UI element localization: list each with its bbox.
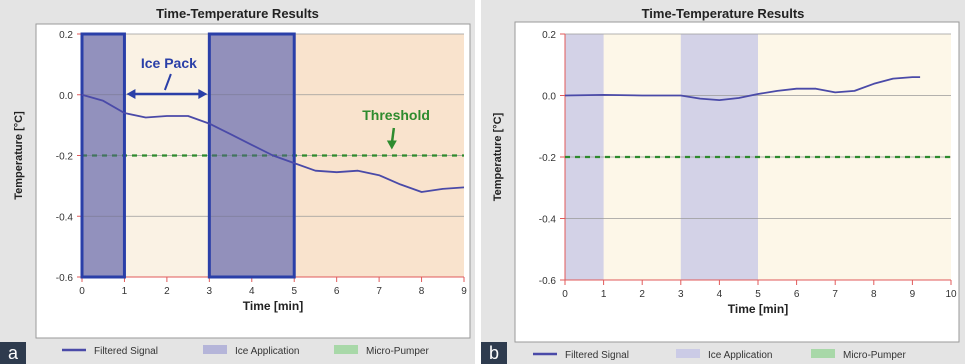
x-tick-label: 3 — [207, 286, 213, 297]
legend-swatch — [676, 349, 700, 358]
x-tick-label: 0 — [562, 289, 568, 300]
x-tick-label: 1 — [122, 286, 128, 297]
legend-label: Filtered Signal — [565, 350, 629, 361]
chart-panel-a: Time-Temperature Results 0 1 2 3 4 5 6 7 8 9 0.2 0.0… — [0, 0, 475, 364]
x-tick-label: 8 — [871, 289, 877, 300]
x-tick-label: 4 — [717, 289, 723, 300]
x-tick-label: 2 — [639, 289, 645, 300]
y-tick-label: 0.0 — [542, 92, 556, 103]
x-tick-label: 4 — [249, 286, 255, 297]
x-tick-label: 5 — [755, 289, 761, 300]
x-tick-label: 8 — [419, 286, 425, 297]
chart-title: Time-Temperature Results — [156, 6, 319, 21]
x-tick-label: 5 — [291, 286, 297, 297]
x-tick-label: 0 — [79, 286, 85, 297]
y-tick-label: 0.0 — [59, 91, 73, 102]
panel-label-b: b — [481, 342, 507, 364]
ice-pack-box — [207, 32, 296, 279]
legend-label: Ice Application — [235, 346, 300, 357]
ice-pack-pointer — [163, 73, 172, 91]
chart-a-svg: Time-Temperature Results 0 1 2 3 4 5 6 7 8 9 0.2 0.0… — [13, 6, 471, 357]
x-tick-label: 7 — [832, 289, 838, 300]
filtered-signal-line — [81, 93, 465, 193]
ice-pack-arrowhead-left — [126, 89, 136, 99]
x-tick-label: 3 — [678, 289, 684, 300]
y-axis-title: Temperature [°C] — [492, 112, 504, 201]
filtered-signal-line — [564, 76, 921, 101]
legend-label: Filtered Signal — [94, 346, 158, 357]
legend-label: Micro-Pumper — [366, 346, 429, 357]
y-tick-label: -0.4 — [56, 212, 74, 223]
chart-title: Time-Temperature Results — [642, 6, 805, 21]
threshold-label: Threshold — [362, 107, 430, 123]
y-tick-label: 0.2 — [542, 30, 556, 41]
x-axis-title: Time [min] — [728, 302, 788, 316]
y-tick-label: -0.6 — [539, 276, 557, 287]
chart-panel-b: Time-Temperature Results 0 1 2 3 4 5 6 7 8 9 10 0.2 0… — [481, 0, 965, 364]
x-tick-label: 6 — [794, 289, 800, 300]
ice-pack-label: Ice Pack — [141, 55, 197, 71]
x-tick-label: 10 — [945, 289, 957, 300]
legend-label: Micro-Pumper — [843, 350, 906, 361]
x-axis-title: Time [min] — [243, 299, 303, 313]
ice-pack-arrowhead-right — [198, 89, 208, 99]
legend-swatch — [811, 349, 835, 358]
y-tick-label: -0.2 — [539, 153, 557, 164]
x-tick-label: 7 — [376, 286, 382, 297]
x-tick-label: 2 — [164, 286, 170, 297]
x-tick-label: 1 — [601, 289, 607, 300]
y-tick-label: -0.2 — [56, 152, 74, 163]
panel-label-a: a — [0, 342, 26, 364]
y-axis-title: Temperature [°C] — [13, 111, 25, 200]
legend-label: Ice Application — [708, 350, 773, 361]
y-tick-label: -0.4 — [539, 215, 557, 226]
legend-swatch — [203, 345, 227, 354]
chart-b-svg: Time-Temperature Results 0 1 2 3 4 5 6 7 8 9 10 0.2 0… — [492, 6, 960, 361]
threshold-arrowhead — [386, 140, 397, 150]
legend-swatch — [334, 345, 358, 354]
y-tick-label: 0.2 — [59, 30, 73, 41]
x-tick-label: 9 — [910, 289, 916, 300]
ice-pack-box — [80, 32, 126, 279]
x-tick-label: 6 — [334, 286, 340, 297]
x-tick-label: 9 — [461, 286, 467, 297]
y-tick-label: -0.6 — [56, 273, 74, 284]
